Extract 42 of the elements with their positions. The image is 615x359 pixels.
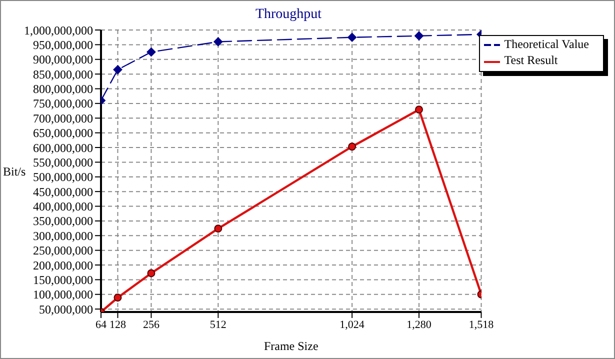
y-tick-label: 350,000,000 — [33, 214, 93, 228]
y-tick-label: 600,000,000 — [33, 140, 93, 155]
x-tick-label: 1,518 — [468, 318, 494, 331]
y-tick-label: 850,000,000 — [33, 67, 93, 82]
point — [348, 142, 356, 151]
y-tick-label: 650,000,000 — [33, 126, 93, 140]
y-tick-label: 300,000,000 — [33, 228, 93, 243]
point — [214, 224, 222, 233]
point — [113, 65, 122, 74]
y-tick-label: 800,000,000 — [33, 82, 93, 96]
x-axis-title: Frame Size — [264, 339, 318, 353]
y-tick-label: 450,000,000 — [33, 184, 93, 199]
x-tick-label: 64 — [96, 318, 107, 331]
x-tick-label: 128 — [109, 318, 126, 331]
legend-label: Test Result — [504, 53, 558, 68]
y-tick-label: 1,000,000,000 — [24, 23, 93, 38]
x-tick-label: 256 — [142, 318, 160, 331]
y-tick-label: 100,000,000 — [33, 288, 93, 302]
point — [415, 106, 424, 114]
y-tick-label: 400,000,000 — [33, 200, 93, 214]
point — [348, 32, 357, 42]
chart-title: Throughput — [254, 7, 323, 23]
y-axis-title: Bit/s — [3, 164, 26, 178]
y-tick-label: 150,000,000 — [33, 272, 93, 287]
y-tick-label: 950,000,000 — [33, 38, 93, 52]
y-tick-label: 550,000,000 — [33, 155, 93, 170]
point — [114, 294, 122, 302]
point — [214, 37, 223, 46]
y-tick-label: 200,000,000 — [33, 258, 93, 272]
legend-label: Theoretical Value — [504, 37, 589, 51]
point — [147, 269, 156, 278]
point — [414, 31, 424, 40]
y-tick-label: 250,000,000 — [33, 244, 93, 258]
x-tick-label: 1,280 — [406, 318, 432, 331]
y-tick-label: 500,000,000 — [33, 170, 93, 184]
y-tick-label: 750,000,000 — [33, 96, 93, 111]
point — [146, 48, 156, 57]
x-tick-label: 1,024 — [340, 318, 365, 331]
y-tick-label: 900,000,000 — [33, 52, 93, 67]
y-tick-label: 700,000,000 — [33, 111, 93, 126]
y-tick-label: 50,000,000 — [39, 302, 93, 316]
x-tick-label: 512 — [210, 318, 226, 331]
